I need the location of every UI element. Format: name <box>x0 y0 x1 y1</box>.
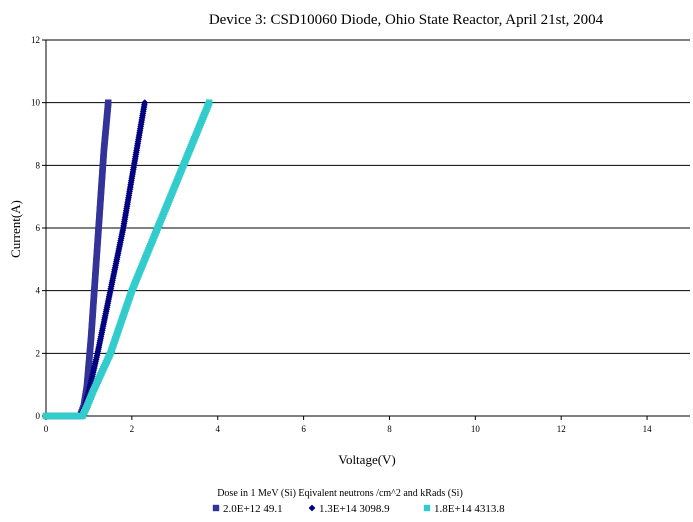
legend-label: 1.3E+14 3098.9 <box>319 503 390 515</box>
legend-marker <box>308 504 316 512</box>
legend-marker <box>423 504 431 512</box>
x-tick-label: 14 <box>643 424 653 434</box>
series-3 <box>42 99 213 420</box>
grid-lines <box>46 39 690 354</box>
y-tick-label: 12 <box>31 35 40 45</box>
y-axis-title: Current(A) <box>8 200 23 258</box>
y-tick-label: 6 <box>36 223 41 233</box>
data-point <box>205 99 213 106</box>
legend-marker <box>212 504 220 512</box>
y-tick-label: 2 <box>36 348 41 358</box>
x-tick-label: 0 <box>44 424 49 434</box>
y-tick-label: 8 <box>36 160 41 170</box>
legend-item: 1.8E+14 4313.8 <box>423 503 505 515</box>
x-tick-label: 8 <box>387 424 392 434</box>
data-point <box>141 99 149 107</box>
y-tick-label: 4 <box>36 286 41 296</box>
x-tick-label: 10 <box>471 424 481 434</box>
data-point <box>105 99 112 106</box>
axes <box>42 39 690 420</box>
legend-item: 2.0E+12 49.1 <box>212 503 283 515</box>
x-axis-title: Voltage(V) <box>338 452 396 467</box>
legend-label: 1.8E+14 4313.8 <box>434 503 505 515</box>
legend-item: 1.3E+14 3098.9 <box>308 503 390 515</box>
legend-label: 2.0E+12 49.1 <box>223 503 283 515</box>
chart-title: Device 3: CSD10060 Diode, Ohio State Rea… <box>209 12 604 28</box>
legend-title: Dose in 1 MeV (Si) Eqivalent neutrons /c… <box>217 488 463 499</box>
data-series <box>42 99 213 420</box>
x-tick-label: 4 <box>215 424 220 434</box>
tick-labels: 0 2 4 6 8 10 12 0 2 4 6 8 10 12 14 <box>31 35 652 434</box>
x-tick-label: 12 <box>557 424 566 434</box>
legend: 2.0E+12 49.1 1.3E+14 3098.9 1.8E+14 4313.8 <box>212 503 505 515</box>
series-2 <box>42 99 149 420</box>
x-tick-label: 6 <box>301 424 306 434</box>
x-tick-label: 2 <box>130 424 135 434</box>
y-tick-label: 0 <box>36 411 41 421</box>
y-tick-label: 10 <box>31 98 41 108</box>
